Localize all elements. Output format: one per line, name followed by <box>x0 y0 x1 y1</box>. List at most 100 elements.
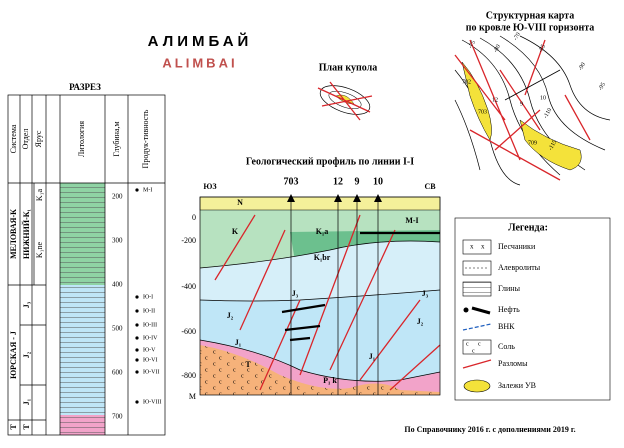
layer-label: N <box>237 198 243 207</box>
profile-title: Геологический профиль по линии I-I <box>246 156 414 167</box>
column-header: Литология <box>77 121 86 158</box>
oil-marker <box>135 188 139 192</box>
oil-marker <box>135 370 139 374</box>
column-header: Система <box>9 124 18 153</box>
stage-label: K₁a <box>35 188 44 201</box>
oil-marker <box>135 295 139 299</box>
contour-label: -115 <box>548 139 559 151</box>
map-title: по кровле Ю-VIII горизонта <box>466 22 595 33</box>
dome-plan <box>317 81 373 121</box>
layer-label: K <box>232 227 239 236</box>
map-well: 9 <box>520 101 523 107</box>
contour-label: -95 <box>598 82 607 92</box>
depth-label: 0 <box>192 213 196 222</box>
well-label: 10 <box>373 176 383 187</box>
depth-label: М <box>189 392 196 401</box>
map-well: 703 <box>478 109 487 115</box>
svg-text:x: x <box>470 243 474 251</box>
oil-marker <box>135 400 139 404</box>
dome-title: План купола <box>319 62 378 73</box>
contour-label: -70 <box>513 32 522 42</box>
svg-text:c: c <box>466 341 469 347</box>
layer-label: J₂ <box>227 311 234 320</box>
legend-item: Алевролиты <box>498 263 541 272</box>
map-well: 709 <box>528 140 537 146</box>
layer-label: J₃ <box>292 289 299 298</box>
contour-label: -75 <box>468 40 477 50</box>
depth-label: -400 <box>181 282 196 291</box>
depth-label: -600 <box>181 327 196 336</box>
series-label: J₁ <box>22 398 31 405</box>
depth-label: 300 <box>112 237 123 245</box>
depth-label: -200 <box>181 236 196 245</box>
legend-item: Глины <box>498 284 521 293</box>
legend-item: ВНК <box>498 322 515 331</box>
oil-marker <box>135 323 139 327</box>
legend-item: Песчаники <box>498 242 536 251</box>
column-header: Отдел <box>21 129 30 150</box>
section-title: РАЗРЕЗ <box>69 82 101 92</box>
productive-horizon: Ю-V <box>143 347 156 353</box>
contour-label: -80 <box>493 44 502 54</box>
productive-horizon: Ю-II <box>143 308 155 314</box>
section-table <box>7 94 166 436</box>
series-label: НИЖНИЙ-К₁ <box>22 208 31 258</box>
svg-text:c: c <box>472 348 475 354</box>
productive-horizon: Ю-IV <box>143 335 158 341</box>
oil-marker <box>135 348 139 352</box>
depth-label: 600 <box>112 369 123 377</box>
column-header: Продук-тивность <box>141 109 150 168</box>
oil-marker <box>135 309 139 313</box>
depth-label: 700 <box>112 413 123 421</box>
legend-item: Разломы <box>498 359 528 368</box>
layer-label: J₁ <box>235 338 242 347</box>
series-label: J₂ <box>22 351 31 358</box>
map-well: 702 <box>462 79 471 85</box>
well-label: 12 <box>333 176 343 187</box>
layer-label: T <box>245 360 251 369</box>
layer-label: P₁ k <box>323 376 337 385</box>
system-label: МЕЛОВАЯ-К <box>9 209 18 259</box>
well-label: 9 <box>355 176 360 187</box>
legend-item: Залежи УВ <box>498 381 536 390</box>
productive-horizon: Ю-III <box>143 322 157 328</box>
oil-marker <box>135 358 139 362</box>
productive-horizon: Ю-VII <box>143 369 160 375</box>
layer-label: K₁br <box>314 253 331 262</box>
column-header: Глубина,м <box>112 121 121 156</box>
profile-section <box>199 194 441 396</box>
svg-text:c: c <box>478 341 481 347</box>
map-title: Структурная карта <box>486 10 574 21</box>
legend-item: Соль <box>498 342 515 351</box>
footer: По Справочнику 2016 г. с дополнениями 20… <box>404 425 575 434</box>
series-label: T <box>22 424 31 430</box>
depth-label: 200 <box>112 193 123 201</box>
svg-text:x: x <box>481 243 485 251</box>
layer-label: J₂ <box>417 317 424 326</box>
oil-marker <box>135 336 139 340</box>
direction: СВ <box>424 182 436 191</box>
direction: ЮЗ <box>203 182 216 191</box>
stage-label: K₁ne <box>35 241 44 258</box>
contour-label: -90 <box>578 62 587 72</box>
legend-title: Легенда: <box>508 222 548 233</box>
column-header: Ярус <box>34 130 43 147</box>
productive-horizon: М-I <box>143 187 152 193</box>
depth-label: 400 <box>112 281 123 289</box>
title: АЛИМБАЙ <box>148 32 253 50</box>
productive-horizon: Ю-VIII <box>143 399 162 405</box>
legend-item: Нефть <box>498 305 520 314</box>
layer-label: J₃ <box>422 289 429 298</box>
series-label: J₃ <box>22 301 31 308</box>
contour-label: -85 <box>538 44 547 54</box>
productive-horizon: Ю-VI <box>143 357 158 363</box>
system-label: T <box>9 424 18 430</box>
well-label: 703 <box>284 176 299 187</box>
productive-horizon: Ю-I <box>143 294 153 300</box>
contour-label: -110 <box>543 107 554 119</box>
depth-label: -800 <box>181 371 196 380</box>
map-well: 12 <box>492 97 498 103</box>
layer-label: K₁a <box>316 227 329 236</box>
